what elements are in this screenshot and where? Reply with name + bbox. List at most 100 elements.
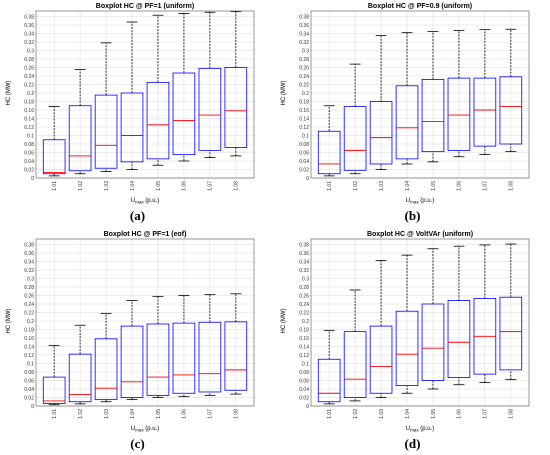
y-tick-label: 0.08 (299, 142, 309, 148)
plot-area (311, 11, 529, 178)
box-body (120, 325, 144, 398)
y-tick-label: 0.14 (24, 116, 34, 122)
x-axis-label: Umax (p.u.) (406, 426, 435, 433)
y-tick-label: 0 (306, 176, 309, 182)
box-body (499, 76, 523, 145)
box-1.07 (473, 29, 497, 156)
x-tick-label: 1.07 (483, 409, 489, 419)
x-tick-label: 1.06 (182, 409, 188, 419)
y-tick-label: 0.1 (302, 133, 309, 139)
x-tick-label: 1.02 (78, 181, 84, 191)
box-1.03 (94, 42, 118, 173)
y-tick-label: 0.12 (24, 125, 34, 131)
y-tick-label: 0.28 (24, 285, 34, 291)
y-tick-label: 0.3 (302, 276, 309, 282)
y-tick-label: 0.34 (299, 31, 309, 37)
y-tick-label: 0.36 (299, 23, 309, 29)
y-tick-label: 0 (31, 176, 34, 182)
y-tick-label: 0.3 (27, 48, 34, 54)
box-body (421, 303, 445, 381)
x-tick-label: 1.07 (483, 181, 489, 191)
y-tick-label: 0.3 (302, 48, 309, 54)
y-tick-label: 0.04 (299, 159, 309, 165)
y-tick-label: 0.18 (24, 327, 34, 333)
x-tick-label: 1.06 (182, 181, 188, 191)
y-tick-label: 0.06 (299, 150, 309, 156)
chart-b: Boxplot HC @ PF=0.9 (uniform) 0 0.02 0.04 0.… (281, 3, 530, 205)
box-body (42, 376, 66, 404)
y-axis-label: HC (MW) (6, 309, 12, 334)
y-tick-label: 0.36 (24, 23, 34, 29)
y-tick-label: 0.14 (299, 116, 309, 122)
box-1.08 (224, 10, 248, 157)
box-1.01 (317, 105, 341, 177)
box-body (473, 77, 497, 147)
box-body (447, 300, 471, 378)
y-tick-label: 0.32 (24, 40, 34, 46)
x-tick-label: 1.01 (52, 181, 58, 191)
x-tick-label: 1.04 (405, 409, 411, 419)
y-tick-label: 0.32 (299, 40, 309, 46)
x-tick-label: 1.02 (78, 409, 84, 419)
y-tick-label: 0.08 (299, 370, 309, 376)
y-tick-label: 0.28 (299, 57, 309, 63)
box-1.04 (395, 32, 419, 165)
x-tick-label: 1.05 (156, 181, 162, 191)
box-body (172, 72, 196, 156)
box-1.02 (68, 69, 92, 175)
box-1.06 (447, 245, 471, 386)
y-tick-label: 0.34 (24, 259, 34, 265)
x-axis-label: Umax (p.u.) (406, 198, 435, 205)
y-tick-label: 0.02 (299, 395, 309, 401)
x-tick-label: 1.08 (234, 409, 240, 419)
panel-c: Boxplot HC @ PF=1 (eof) 0 0.02 0.04 0.06 0.08… (0, 228, 275, 455)
y-tick-label: 0.16 (24, 336, 34, 342)
y-tick-label: 0.22 (24, 310, 34, 316)
plot-area (36, 239, 254, 406)
x-tick-label: 1.01 (52, 409, 58, 419)
box-1.07 (473, 244, 497, 384)
box-1.06 (172, 295, 196, 398)
y-tick-label: 0.12 (299, 353, 309, 359)
y-tick-label: 0.24 (299, 74, 309, 80)
y-tick-label: 0.26 (24, 65, 34, 71)
y-axis-label: HC (MW) (281, 309, 287, 334)
caption-b: (b) (404, 208, 421, 223)
y-tick-label: 0.08 (24, 370, 34, 376)
axes-frame (35, 238, 255, 407)
y-tick-label: 0.18 (299, 99, 309, 105)
box-body (146, 323, 170, 396)
box-1.01 (42, 345, 66, 406)
box-body (198, 67, 222, 151)
y-tick-label: 0.08 (24, 142, 34, 148)
panel-d: Boxplot HC @ VoltVAr (uniform) 0 0.02 0.04 0… (275, 228, 550, 455)
box-body (395, 85, 419, 160)
x-tick-label: 1.02 (353, 409, 359, 419)
box-1.03 (369, 260, 393, 398)
x-axis-label: Umax (p.u.) (131, 426, 160, 433)
x-tick-label: 1.08 (234, 181, 240, 191)
x-tick-label: 1.08 (509, 409, 515, 419)
y-tick-label: 0.06 (24, 378, 34, 384)
chart-c: Boxplot HC @ PF=1 (eof) 0 0.02 0.04 0.06 0.08… (6, 231, 255, 433)
y-tick-label: 0.34 (24, 31, 34, 37)
x-tick-label: 1.02 (353, 181, 359, 191)
box-body (172, 322, 196, 394)
y-tick-label: 0.22 (299, 82, 309, 88)
box-1.05 (421, 30, 445, 163)
x-tick-label: 1.03 (379, 181, 385, 191)
x-axis-label: Umax (p.u.) (131, 198, 160, 205)
caption-a: (a) (129, 208, 146, 223)
box-1.06 (447, 30, 471, 158)
y-tick-label: 0.12 (24, 353, 34, 359)
box-1.08 (224, 293, 248, 395)
box-body (68, 105, 92, 172)
x-tick-label: 1.06 (457, 409, 463, 419)
x-tick-label: 1.01 (327, 409, 333, 419)
x-tick-label: 1.01 (327, 181, 333, 191)
y-tick-label: 0.36 (24, 251, 34, 257)
chart-a: Boxplot HC @ PF=1 (uniform) 0 0.02 0.04 0.06… (6, 3, 255, 205)
y-tick-label: 0.28 (299, 285, 309, 291)
x-tick-label: 1.07 (208, 409, 214, 419)
x-tick-label: 1.06 (457, 181, 463, 191)
